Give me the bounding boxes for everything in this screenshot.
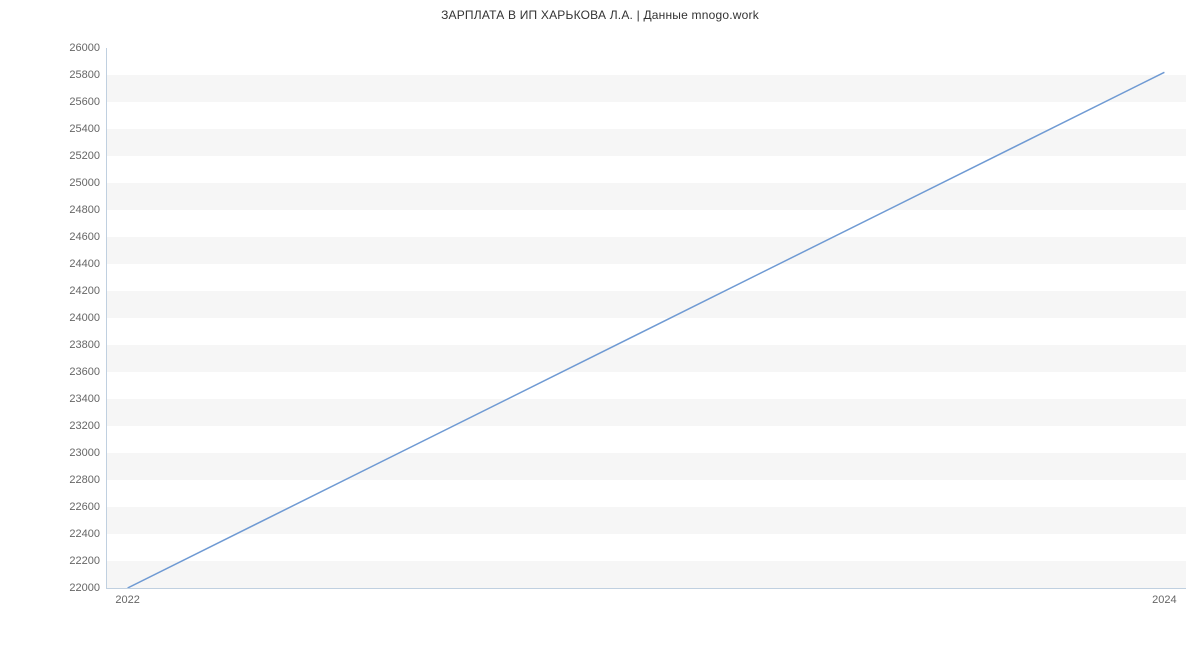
grid-band	[106, 75, 1186, 102]
y-tick-label: 23600	[69, 366, 100, 378]
y-tick-label: 22200	[69, 555, 100, 567]
y-tick-label: 22800	[69, 474, 100, 486]
y-tick-label: 26000	[69, 42, 100, 54]
chart-container: 22000 22200 22400 22600 22800 23000 23200 23400…	[66, 48, 1186, 604]
y-tick-label: 25400	[69, 123, 100, 135]
plot-area	[106, 48, 1186, 588]
y-tick-label: 23000	[69, 447, 100, 459]
y-tick-label: 23800	[69, 339, 100, 351]
grid-band	[106, 561, 1186, 588]
grid-band	[106, 129, 1186, 156]
y-tick-label: 24600	[69, 231, 100, 243]
grid-band	[106, 183, 1186, 210]
y-tick-label: 22400	[69, 528, 100, 540]
grid-band	[106, 453, 1186, 480]
grid-band	[106, 237, 1186, 264]
y-tick-label: 24000	[69, 312, 100, 324]
y-axis-line	[106, 48, 107, 588]
grid-band	[106, 507, 1186, 534]
y-tick-label: 25000	[69, 177, 100, 189]
y-tick-label: 22000	[69, 582, 100, 594]
y-tick-label: 25800	[69, 69, 100, 81]
y-tick-label: 22600	[69, 501, 100, 513]
y-tick-label: 24200	[69, 285, 100, 297]
y-tick-label: 24400	[69, 258, 100, 270]
y-tick-label: 24800	[69, 204, 100, 216]
grid-band	[106, 399, 1186, 426]
x-axis-baseline	[106, 588, 1186, 589]
y-tick-label: 23400	[69, 393, 100, 405]
y-tick-label: 25600	[69, 96, 100, 108]
x-tick-label: 2022	[115, 594, 139, 606]
y-tick-label: 23200	[69, 420, 100, 432]
grid-band	[106, 291, 1186, 318]
grid-band	[106, 345, 1186, 372]
chart-title: ЗАРПЛАТА В ИП ХАРЬКОВА Л.А. | Данные mno…	[0, 0, 1200, 22]
y-tick-label: 25200	[69, 150, 100, 162]
x-tick-label: 2024	[1152, 594, 1176, 606]
